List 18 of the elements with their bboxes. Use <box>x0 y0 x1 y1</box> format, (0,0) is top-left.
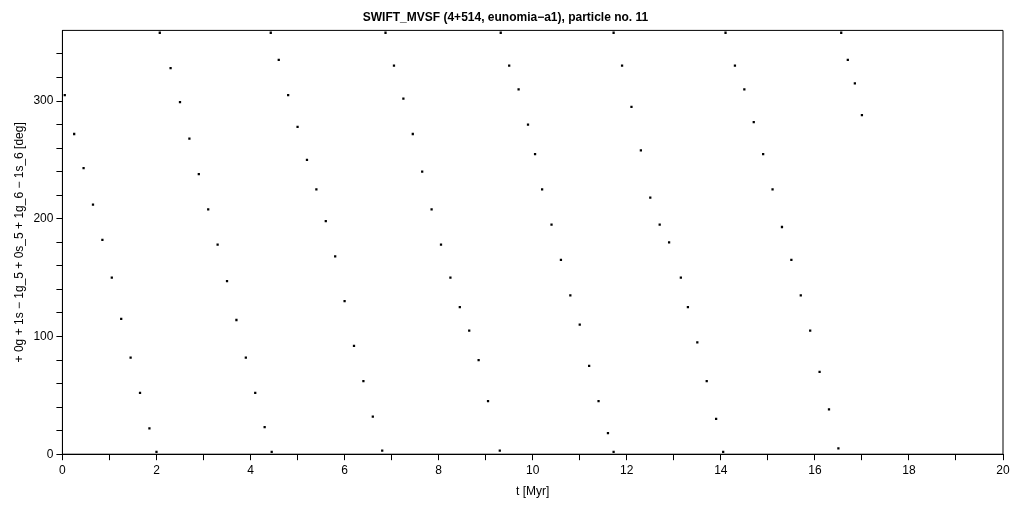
x-tick-label: 14 <box>714 462 728 477</box>
x-tick-label: 16 <box>808 462 822 477</box>
y-axis-title: + 0g + 1s − 1g_5 + 0s_5 + 1g_6 − 1s_6 [deg] <box>11 122 26 363</box>
x-tick-label: 12 <box>620 462 634 477</box>
y-tick-label: 100 <box>33 328 54 343</box>
y-tick-label: 0 <box>46 446 54 461</box>
x-tick-label: 8 <box>435 462 443 477</box>
x-tick-label: 0 <box>59 462 67 477</box>
y-tick-label: 200 <box>33 211 54 226</box>
x-tick-label: 6 <box>341 462 349 477</box>
y-tick-label: 300 <box>33 93 54 108</box>
x-axis-title: t [Myr] <box>516 484 550 499</box>
x-tick-label: 20 <box>996 462 1010 477</box>
x-tick-label: 2 <box>153 462 161 477</box>
x-tick-label: 10 <box>526 462 540 477</box>
chart-title: SWIFT_MVSF (4+514, eunomia−a1), particle no. 11 <box>362 9 649 24</box>
x-tick-label: 18 <box>902 462 916 477</box>
x-tick-label: 4 <box>247 462 255 477</box>
